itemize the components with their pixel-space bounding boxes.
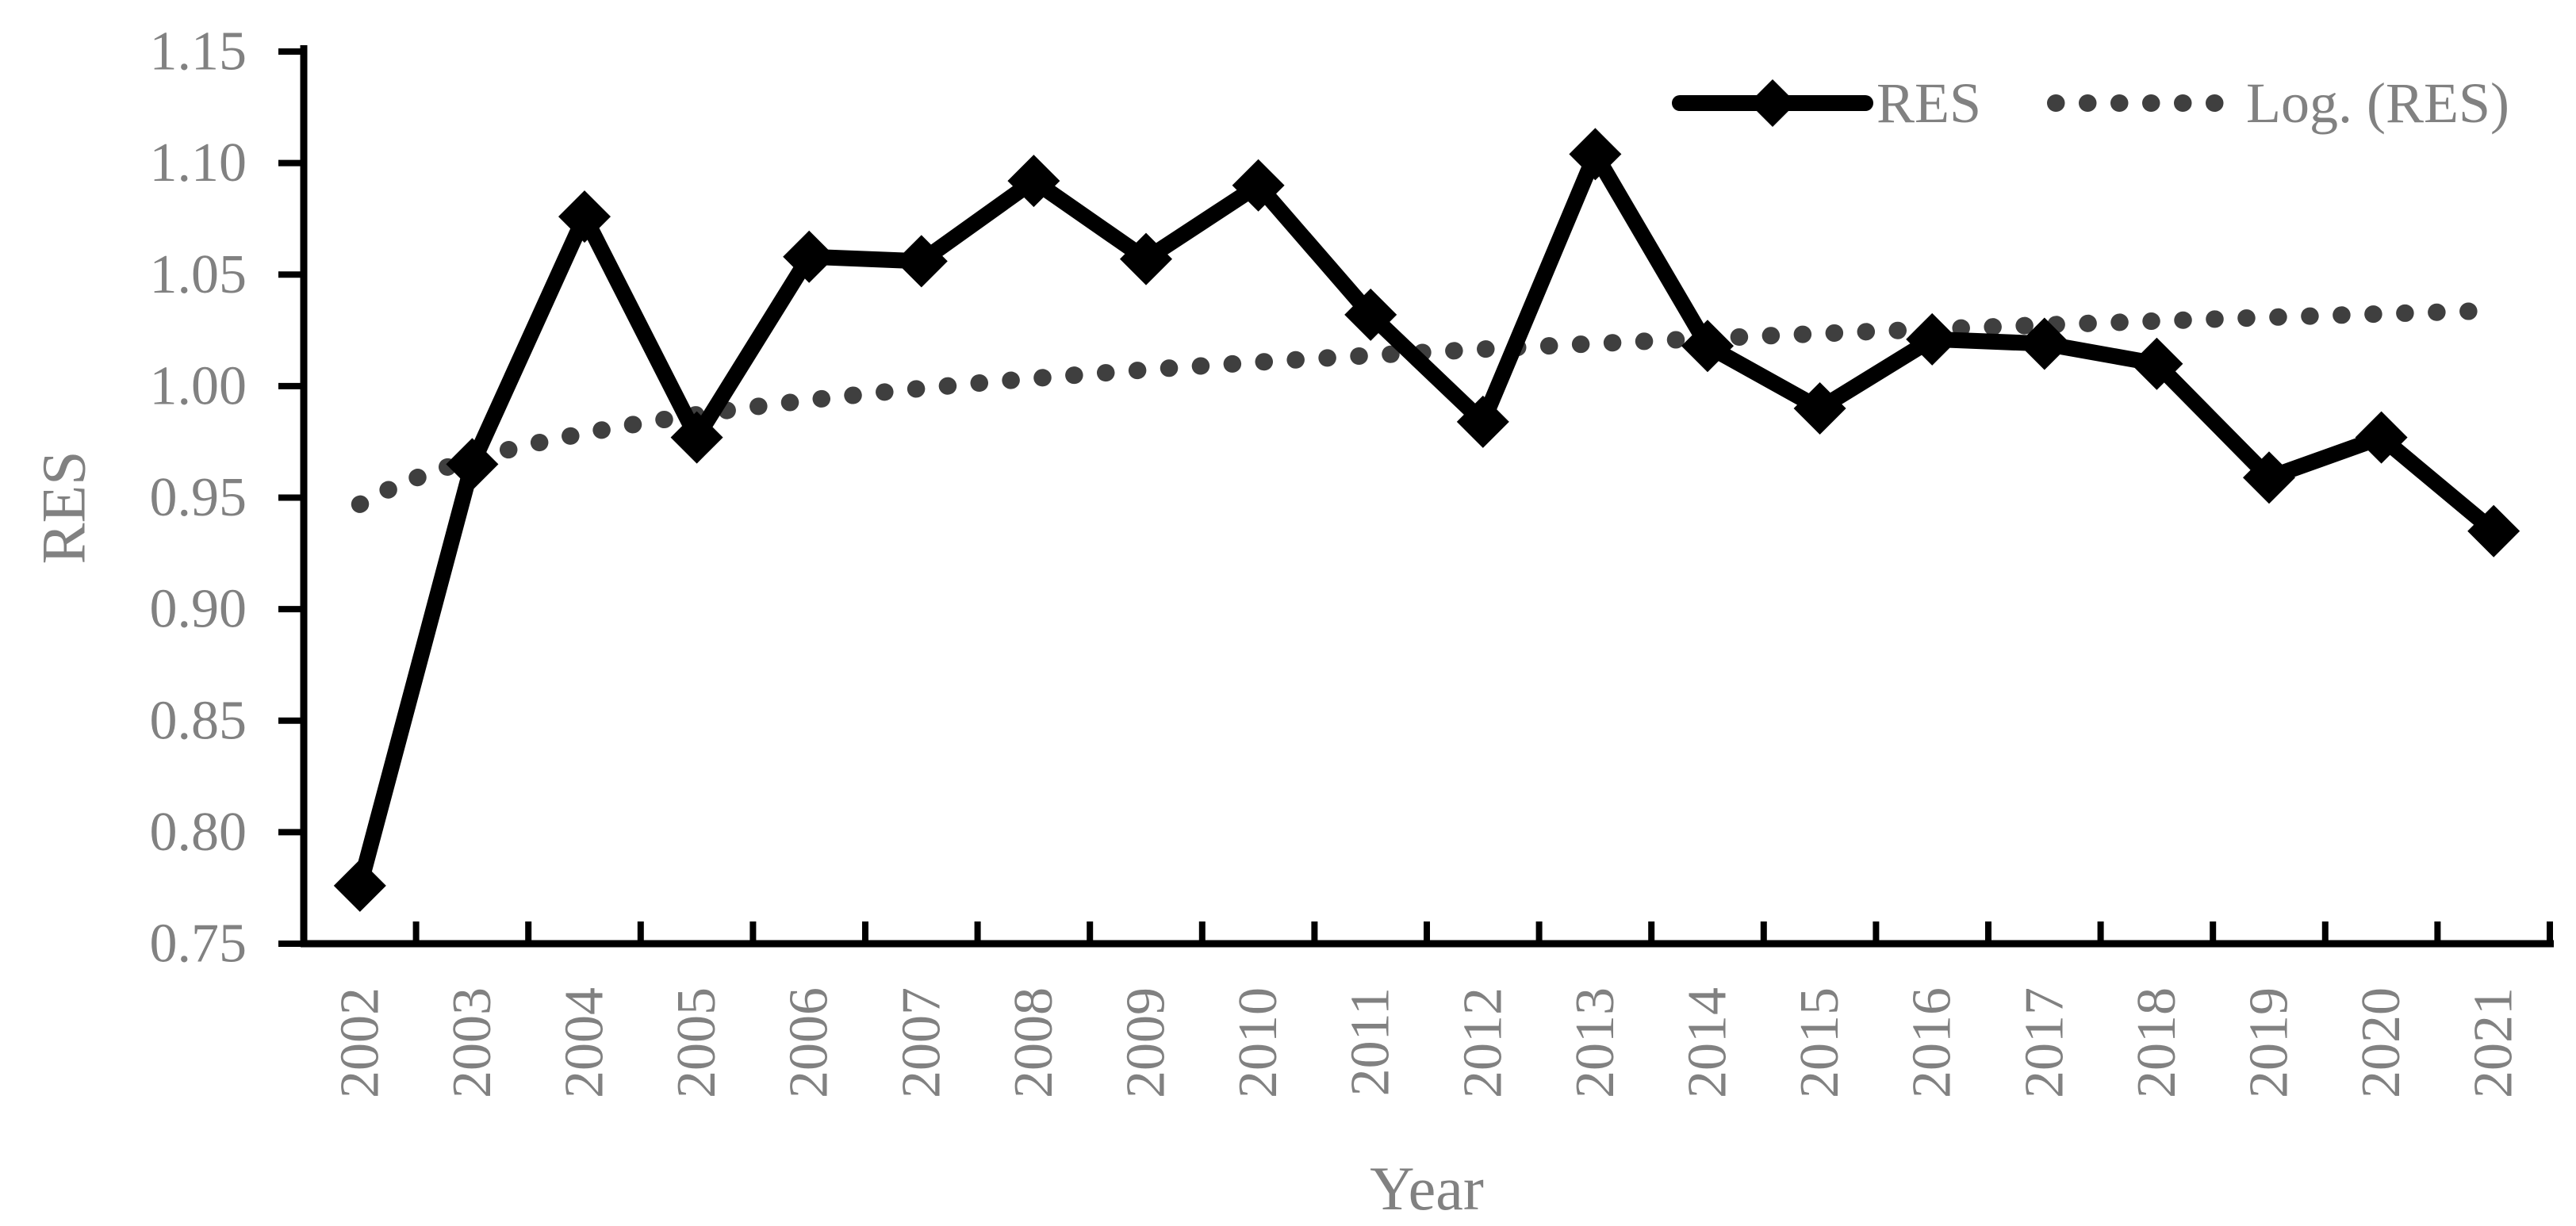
legend-item-log-res: Log. (RES) [2047, 71, 2509, 135]
legend-item-res: RES [1672, 71, 1981, 135]
data-point-diamond [1007, 155, 1060, 208]
data-point-diamond [2018, 317, 2071, 370]
data-point-diamond [2355, 411, 2408, 464]
y-tick-label: 0.95 [150, 467, 247, 528]
data-point-diamond [1681, 320, 1734, 373]
y-axis-title: RES [29, 450, 98, 564]
x-tick-label: 2018 [2126, 987, 2187, 1098]
y-tick-label: 0.90 [150, 579, 247, 640]
trendline-dotted-path [351, 301, 2503, 513]
x-tick-label: 2008 [1003, 987, 1064, 1098]
data-point-diamond [333, 859, 386, 912]
y-tick-label: 1.00 [150, 355, 247, 416]
x-tick-label: 2020 [2351, 987, 2412, 1098]
legend: RES Log. (RES) [1672, 71, 2509, 135]
data-point-diamond [783, 230, 836, 283]
x-tick-label: 2010 [1228, 987, 1289, 1098]
data-point-diamond [1793, 382, 1846, 435]
x-tick-label: 2009 [1116, 987, 1177, 1098]
data-point-diamond [1232, 159, 1285, 212]
x-tick-label: 2002 [329, 987, 390, 1098]
x-tick-label: 2012 [1452, 987, 1513, 1098]
data-point-diamond [670, 411, 723, 464]
y-tick-label: 0.80 [150, 802, 247, 863]
x-tick-label: 2015 [1789, 987, 1850, 1098]
data-point-diamond [2130, 337, 2183, 390]
x-tick-label: 2006 [779, 987, 840, 1098]
data-point-diamond [558, 190, 611, 243]
data-point-diamond [1120, 232, 1172, 285]
res-line-path [352, 146, 2499, 888]
data-point-diamond [446, 438, 499, 491]
data-point-diamond [1906, 312, 1959, 366]
x-tick-label: 2016 [1902, 987, 1963, 1098]
x-tick-label: 2021 [2463, 987, 2524, 1098]
x-tick-label: 2005 [666, 987, 727, 1098]
data-point-diamond [895, 235, 948, 288]
axis-labels: 1.15 1.10 1.05 1.00 0.95 0.90 0.85 0.80 0.75 2002… [29, 21, 2524, 1224]
series-res [333, 128, 2520, 912]
x-tick-label: 2004 [554, 987, 615, 1098]
x-tick-label: 2007 [891, 987, 952, 1098]
x-tick-label: 2013 [1565, 987, 1626, 1098]
y-tick-label: 1.05 [150, 244, 247, 305]
legend-res-diamond-icon [1749, 79, 1796, 127]
y-tick-label: 1.10 [150, 132, 247, 193]
data-point-diamond [1344, 288, 1397, 341]
legend-log-res-label: Log. (RES) [2246, 71, 2509, 135]
y-tick-label: 0.85 [150, 690, 247, 751]
data-point-diamond [2467, 504, 2520, 557]
data-point-diamond [1569, 128, 1622, 181]
x-tick-label: 2011 [1340, 987, 1401, 1096]
series-log-trendline [351, 301, 2503, 513]
x-tick-label: 2017 [2014, 987, 2075, 1098]
y-tick-label: 1.15 [150, 21, 247, 82]
y-tick-label: 0.75 [150, 914, 247, 975]
legend-res-label: RES [1876, 71, 1981, 135]
x-tick-label: 2019 [2239, 987, 2300, 1098]
x-axis-title: Year [1370, 1154, 1484, 1223]
data-point-diamond [2243, 451, 2295, 504]
x-tick-label: 2014 [1677, 987, 1738, 1098]
x-tick-label: 2003 [442, 987, 503, 1098]
axes [278, 45, 2554, 948]
data-point-diamond [1456, 395, 1509, 448]
